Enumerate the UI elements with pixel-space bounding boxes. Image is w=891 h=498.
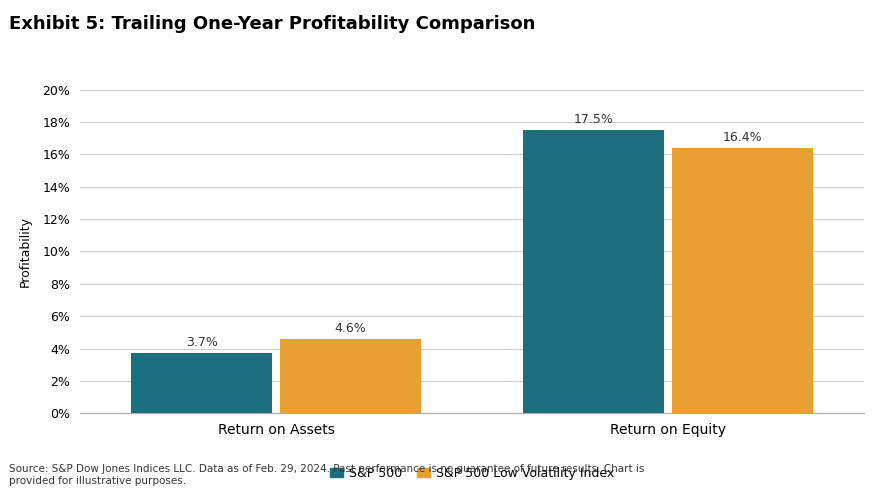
Bar bbox=[672, 148, 813, 413]
Y-axis label: Profitability: Profitability bbox=[19, 216, 31, 287]
Text: 3.7%: 3.7% bbox=[186, 337, 217, 350]
Text: 4.6%: 4.6% bbox=[335, 322, 366, 335]
Text: 16.4%: 16.4% bbox=[723, 131, 763, 144]
Text: Source: S&P Dow Jones Indices LLC. Data as of Feb. 29, 2024. Past performance is: Source: S&P Dow Jones Indices LLC. Data … bbox=[9, 464, 644, 486]
Bar bbox=[131, 354, 273, 413]
Bar bbox=[280, 339, 421, 413]
Text: Exhibit 5: Trailing One-Year Profitability Comparison: Exhibit 5: Trailing One-Year Profitabili… bbox=[9, 15, 535, 33]
Text: 17.5%: 17.5% bbox=[574, 113, 614, 126]
Bar bbox=[523, 130, 665, 413]
Legend: S&P 500, S&P 500 Low Volatility Index: S&P 500, S&P 500 Low Volatility Index bbox=[325, 462, 619, 485]
